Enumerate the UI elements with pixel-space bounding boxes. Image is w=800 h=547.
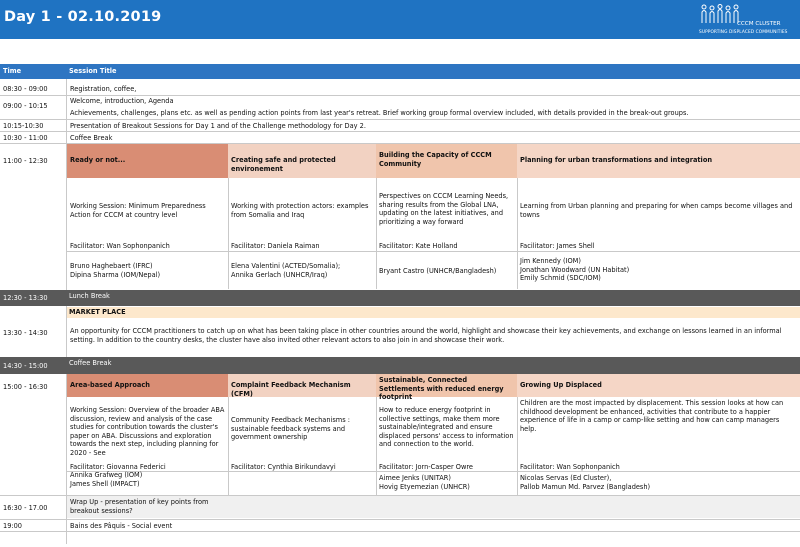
row-title: Coffee Break	[70, 134, 113, 142]
speakers: Jim Kennedy (IOM) Jonathan Woodward (UN …	[520, 257, 630, 283]
column-divider	[376, 178, 377, 289]
row-title: Wrap Up - presentation of key points fro…	[70, 498, 209, 515]
facilitator: Facilitator: Kate Holland	[379, 242, 458, 250]
coffee-break-row: 14:30 - 15:00 Coffee Break	[0, 357, 800, 374]
column-divider	[228, 178, 229, 289]
row-time: 19:00	[3, 522, 23, 530]
session-header: Planning for urban transformations and i…	[517, 144, 800, 178]
session-description: Community Feedback Mechanisms : sustaina…	[231, 416, 350, 442]
session-header: Area-based Approach	[67, 374, 228, 397]
row-divider	[0, 495, 800, 496]
row-divider	[0, 519, 800, 520]
speakers: Annika Grafweg (IOM) James Shell (IMPACT…	[70, 471, 143, 488]
session-header: Ready or not...	[67, 144, 228, 178]
speakers: Bruno Haghebaert (IFRC) Dipina Sharma (I…	[70, 262, 161, 279]
row-title: Lunch Break	[69, 292, 110, 300]
facilitator: Facilitator: Jorn-Casper Owre	[379, 463, 473, 471]
session-description: Learning from Urban planning and prepari…	[520, 202, 793, 219]
people-silhouettes-icon	[701, 4, 739, 23]
session-description: Working Session: Minimum Preparedness Ac…	[70, 202, 206, 219]
top-banner: Day 1 - 02.10.2019 CCCM CLUSTER SUPPORTI…	[0, 0, 800, 39]
block1-time: 11:00 - 12:30	[3, 157, 48, 165]
lunch-break-row: 12:30 - 13:30 Lunch Break	[0, 290, 800, 306]
row-divider	[0, 119, 800, 120]
row-time: 14:30 - 15:00	[3, 362, 48, 370]
session-description: How to reduce energy footprint in collec…	[379, 406, 514, 449]
row-divider	[0, 95, 800, 96]
session-header: Complaint Feedback Mechanism (CFM)	[228, 374, 376, 398]
row-divider	[0, 131, 800, 132]
row-time: 08:30 - 09:00	[3, 85, 48, 93]
facilitator: Facilitator: Wan Sophonpanich	[70, 242, 170, 250]
row-time: 16:30 - 17.00	[3, 504, 48, 512]
session-description: Working Session: Overview of the broader…	[70, 406, 225, 457]
row-divider	[67, 471, 800, 472]
row-time: 10:15-10:30	[3, 122, 44, 130]
market-place-title: MARKET PLACE	[67, 307, 800, 318]
facilitator: Facilitator: Cynthia Birikundavyi	[231, 463, 336, 471]
facilitator: Facilitator: Giovanna Federici	[70, 463, 166, 471]
facilitator: Facilitator: Wan Sophonpanich	[520, 463, 620, 471]
row-title-detail: Achievements, challenges, plans etc. as …	[70, 109, 689, 117]
row-title: Coffee Break	[69, 359, 112, 367]
column-divider	[517, 178, 518, 289]
column-divider	[228, 397, 229, 495]
session-description: Children are the most impacted by displa…	[520, 399, 784, 433]
speakers: Aimee Jenks (UNITAR) Hovig Etyemezian (U…	[379, 474, 470, 491]
column-divider	[376, 397, 377, 495]
facilitator: Facilitator: James Shell	[520, 242, 595, 250]
page-title: Day 1 - 02.10.2019	[4, 9, 162, 25]
header-time: Time	[3, 67, 22, 75]
row-divider	[0, 531, 800, 532]
row-time: 12:30 - 13:30	[3, 294, 48, 302]
speakers: Nicolas Servas (Ed Cluster), Pallob Mamu…	[520, 474, 651, 491]
session-header: Creating safe and protected environement	[228, 144, 376, 178]
row-time: 10:30 - 11:00	[3, 134, 48, 142]
session-description: Working with protection actors: examples…	[231, 202, 369, 219]
column-divider	[517, 397, 518, 495]
session-header: Growing Up Displaced	[517, 374, 800, 397]
speakers: Elena Valentini (ACTED/Somalia); Annika …	[231, 262, 341, 279]
row-title: Presentation of Breakout Sessions for Da…	[70, 122, 366, 130]
row-divider	[67, 251, 800, 252]
row-title: Welcome, introduction, Agenda	[70, 97, 174, 105]
row-time: 13:30 - 14:30	[3, 329, 48, 337]
row-time: 09:00 - 10:15	[3, 102, 48, 110]
wrapup-background	[67, 496, 800, 518]
facilitator: Facilitator: Daniela Raiman	[231, 242, 320, 250]
row-divider	[0, 143, 800, 144]
column-divider	[66, 79, 67, 544]
row-title: Registration, coffee,	[70, 85, 137, 93]
table-header: Time Session Title	[0, 64, 800, 79]
row-title: Bains des Pâquis - Social event	[70, 522, 173, 530]
session-header: Building the Capacity of CCCM Community	[376, 144, 517, 178]
session-header: Sustainable, Connected Settlements with …	[376, 374, 517, 401]
block2-time: 15:00 - 16:30	[3, 383, 48, 391]
market-place-description: An opportunity for CCCM practitioners to…	[70, 327, 782, 344]
logo-text: CCCM CLUSTER	[737, 21, 781, 27]
session-description: Perspectives on CCCM Learning Needs, sha…	[379, 192, 509, 226]
header-session-title: Session Title	[69, 67, 117, 75]
logo-tagline: SUPPORTING DISPLACED COMMUNITIES	[699, 30, 788, 35]
cccm-logo: CCCM CLUSTER SUPPORTING DISPLACED COMMUN…	[697, 3, 797, 37]
speakers: Bryant Castro (UNHCR/Bangladesh)	[379, 267, 497, 275]
